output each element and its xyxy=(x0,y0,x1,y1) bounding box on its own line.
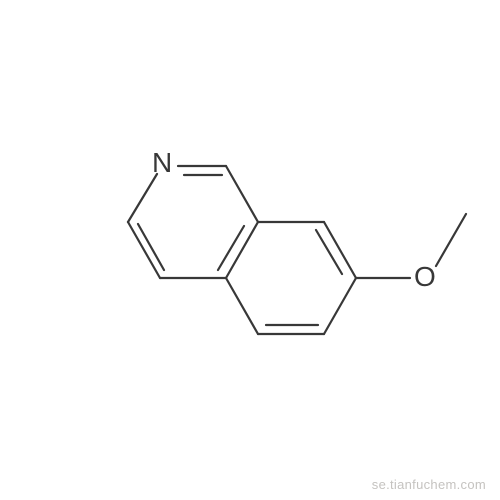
bond-group xyxy=(128,166,466,334)
bond xyxy=(128,174,157,222)
bond xyxy=(128,222,160,278)
bond xyxy=(218,226,244,270)
bond xyxy=(436,214,466,266)
bond xyxy=(226,278,258,334)
bond xyxy=(226,166,258,222)
atom-label-n: N xyxy=(152,147,172,178)
bond xyxy=(324,278,356,334)
bond xyxy=(316,230,342,274)
molecule-diagram: N O xyxy=(0,0,500,500)
atom-label-o: O xyxy=(414,261,436,292)
